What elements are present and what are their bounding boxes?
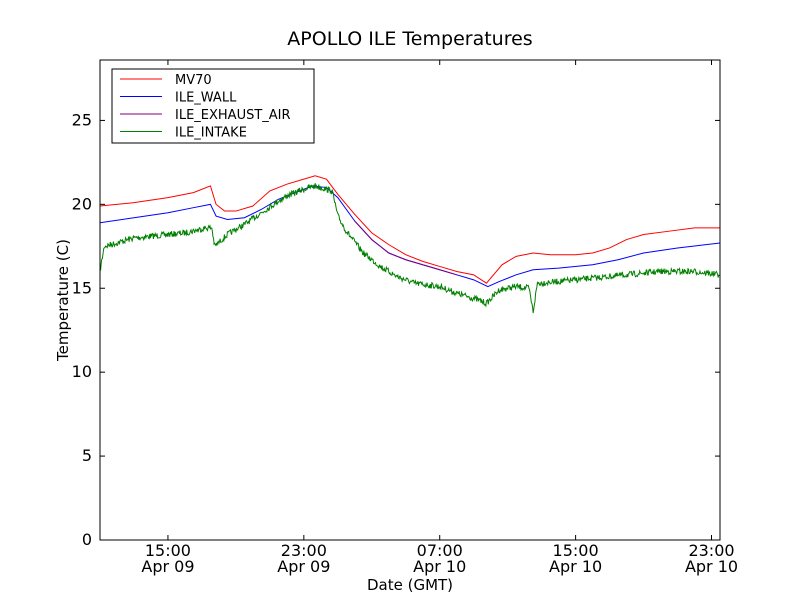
legend: MV70 ILE_WALL ILE_EXHAUST_AIR ILE_INTAKE (111, 68, 315, 144)
y-tick-label: 25 (72, 110, 92, 129)
x-tick-date-label: Apr 10 (685, 557, 738, 576)
series-layer (100, 175, 720, 314)
y-tick-label: 20 (72, 194, 92, 213)
y-tick-label: 0 (82, 530, 92, 549)
x-tick-time-label: 23:00 (688, 541, 734, 560)
series-line-ile-intake (100, 183, 720, 314)
y-tick-label: 10 (72, 362, 92, 381)
x-tick-date-label: Apr 10 (549, 557, 602, 576)
x-tick-time-label: 15:00 (145, 541, 191, 560)
plot-frame (99, 59, 721, 541)
y-tick-label: 5 (82, 446, 92, 465)
legend-label-ile-wall: ILE_WALL (175, 91, 237, 106)
legend-box (111, 68, 315, 144)
legend-label-ile-exhaust-air: ILE_EXHAUST_AIR (175, 108, 291, 123)
x-tick-date-label: Apr 09 (277, 557, 330, 576)
x-tick-date-label: Apr 10 (413, 557, 466, 576)
series-line-ile-exhaust-air (354, 220, 457, 276)
legend-label-ile-intake: ILE_INTAKE (175, 126, 247, 141)
x-tick-time-label: 15:00 (553, 541, 599, 560)
x-tick-time-label: 23:00 (281, 541, 327, 560)
y-axis-label: Temperature (C) (54, 239, 72, 362)
y-tick-label: 15 (72, 278, 92, 297)
x-axis-label: Date (GMT) (367, 576, 453, 594)
x-tick-time-label: 07:00 (417, 541, 463, 560)
x-tick-date-label: Apr 09 (141, 557, 194, 576)
legend-label-mv70: MV70 (175, 73, 212, 88)
series-line-mv70 (100, 175, 720, 284)
chart-title: APOLLO ILE Temperatures (287, 28, 532, 50)
